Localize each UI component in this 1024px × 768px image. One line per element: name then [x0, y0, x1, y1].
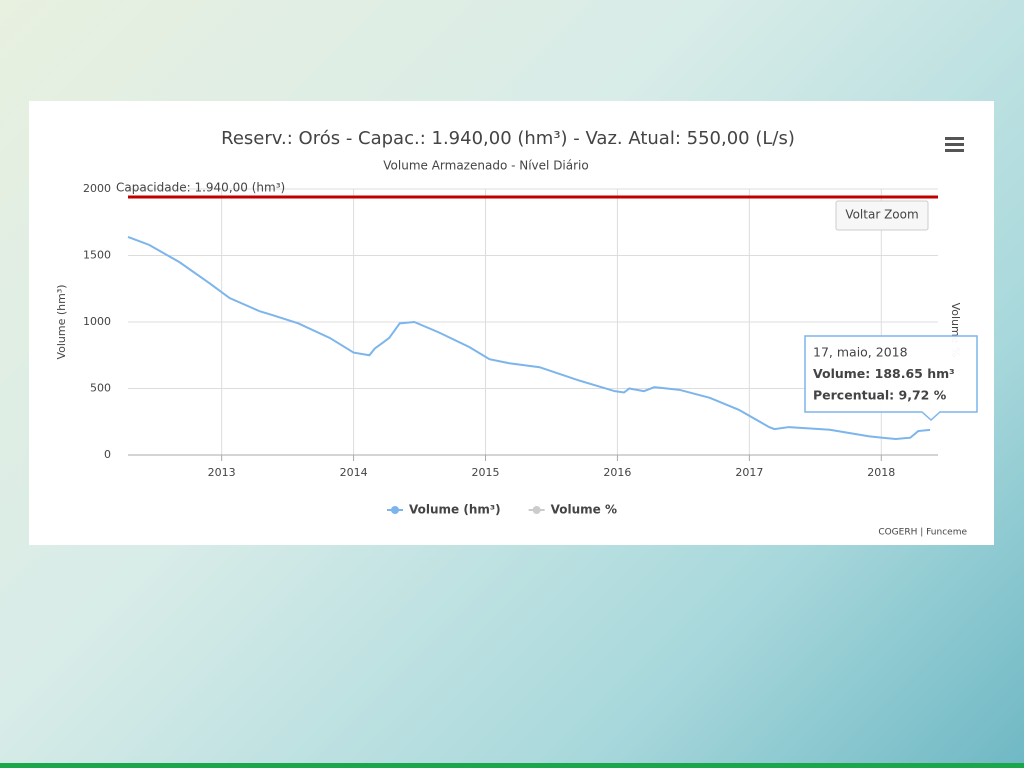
tooltip-line: 17, maio, 2018: [813, 345, 908, 360]
x-tick-label: 2013: [208, 466, 236, 479]
menu-bar: [945, 149, 964, 152]
x-tick-label: 2018: [867, 466, 895, 479]
menu-bar: [945, 137, 964, 140]
legend-marker: [391, 506, 399, 514]
legend-label: Volume (hm³): [409, 503, 501, 517]
plot-line-label: Capacidade: 1.940,00 (hm³): [116, 180, 285, 194]
data-line: [127, 235, 931, 441]
legend-item[interactable]: Volume (hm³): [387, 503, 501, 517]
reset-zoom-button[interactable]: Voltar Zoom: [835, 200, 929, 231]
y-tick-label: 1000: [83, 315, 111, 328]
y-tick-label: 2000: [83, 182, 111, 195]
x-tick-label: 2016: [603, 466, 631, 479]
legend-item[interactable]: Volume %: [528, 503, 617, 517]
chart-panel: [29, 101, 994, 545]
tooltip: 17, maio, 2018 Volume: 188.65 hm³ Percentu…: [804, 335, 978, 422]
y-axis-title: Volume (hm³): [55, 284, 68, 359]
menu-button[interactable]: [945, 137, 964, 152]
footer-bar: [0, 763, 1024, 768]
button-box: [835, 200, 929, 231]
chart-title: Reserv.: Orós - Capac.: 1.940,00 (hm³) -…: [221, 128, 795, 149]
button-label: Voltar Zoom: [845, 208, 918, 222]
tooltip-line: Volume: 188.65 hm³: [813, 366, 955, 381]
x-tick-label: 2014: [340, 466, 368, 479]
menu-bar: [945, 143, 964, 146]
y-tick-label: 500: [90, 382, 111, 395]
credits: COGERH | Funceme: [878, 528, 967, 538]
tooltip-line: Percentual: 9,72 %: [813, 388, 947, 403]
chart-subtitle: Volume Armazenado - Nível Diário: [383, 159, 588, 173]
x-tick-label: 2017: [735, 466, 763, 479]
y-tick-label: 0: [104, 448, 111, 461]
legend-label: Volume %: [551, 503, 617, 517]
tooltip-box: [804, 335, 978, 422]
x-tick-label: 2015: [472, 466, 500, 479]
legend-marker: [532, 506, 541, 514]
y-tick-label: 1500: [83, 249, 111, 262]
